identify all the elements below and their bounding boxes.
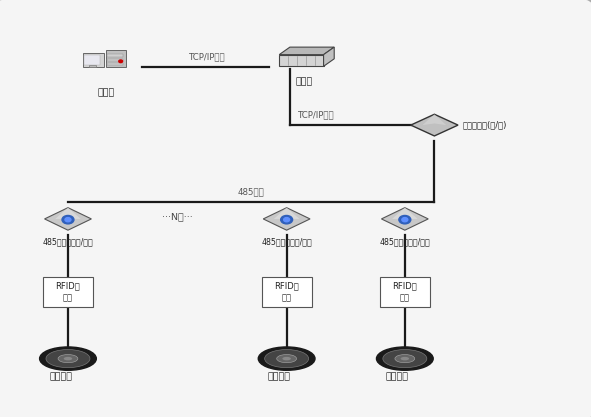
FancyBboxPatch shape: [106, 50, 126, 67]
Text: 通信转换器(收/发): 通信转换器(收/发): [462, 121, 506, 130]
Polygon shape: [55, 208, 81, 219]
Text: 485转接板（收/发）: 485转接板（收/发）: [379, 238, 430, 247]
Text: 路由器: 路由器: [296, 77, 313, 86]
FancyBboxPatch shape: [108, 63, 122, 65]
FancyBboxPatch shape: [84, 55, 100, 65]
Polygon shape: [44, 208, 92, 230]
Ellipse shape: [46, 349, 90, 368]
Ellipse shape: [58, 354, 78, 363]
Ellipse shape: [265, 349, 309, 368]
Polygon shape: [279, 47, 335, 55]
FancyBboxPatch shape: [108, 54, 122, 57]
Ellipse shape: [383, 349, 427, 368]
Polygon shape: [423, 114, 446, 125]
Circle shape: [119, 60, 122, 63]
Ellipse shape: [376, 347, 433, 370]
Text: 废旧轮胎: 废旧轮胎: [386, 372, 409, 381]
Ellipse shape: [64, 357, 72, 360]
Circle shape: [284, 218, 290, 222]
Ellipse shape: [40, 347, 96, 370]
Ellipse shape: [258, 347, 315, 370]
Ellipse shape: [282, 357, 291, 360]
Polygon shape: [381, 208, 428, 230]
Text: 485通信: 485通信: [238, 188, 265, 197]
Text: TCP/IP通信: TCP/IP通信: [189, 53, 225, 62]
Polygon shape: [279, 55, 324, 66]
FancyBboxPatch shape: [83, 53, 103, 67]
Text: 485转接板（收/发）: 485转接板（收/发）: [261, 238, 312, 247]
Text: RFID读
写器: RFID读 写器: [392, 281, 417, 302]
Text: RFID读
写器: RFID读 写器: [274, 281, 299, 302]
Ellipse shape: [277, 354, 297, 363]
Polygon shape: [263, 208, 310, 230]
Circle shape: [281, 216, 293, 224]
Text: RFID读
写器: RFID读 写器: [56, 281, 80, 302]
Ellipse shape: [401, 357, 409, 360]
Text: ···N个···: ···N个···: [162, 212, 193, 221]
Circle shape: [62, 216, 74, 224]
FancyBboxPatch shape: [89, 65, 96, 67]
Text: 485转接板（收/发）: 485转接板（收/发）: [43, 238, 93, 247]
Ellipse shape: [395, 354, 415, 363]
FancyBboxPatch shape: [380, 277, 430, 307]
Polygon shape: [392, 208, 418, 219]
FancyBboxPatch shape: [43, 277, 93, 307]
Text: 废旧轮胎: 废旧轮胎: [268, 372, 291, 381]
FancyBboxPatch shape: [108, 59, 122, 61]
Circle shape: [65, 218, 71, 222]
Polygon shape: [324, 47, 335, 66]
Text: 上位机: 上位机: [98, 89, 115, 98]
Text: 废旧轮胎: 废旧轮胎: [49, 372, 72, 381]
Polygon shape: [274, 208, 300, 219]
Polygon shape: [411, 114, 458, 136]
Circle shape: [399, 216, 411, 224]
Circle shape: [402, 218, 408, 222]
FancyBboxPatch shape: [261, 277, 312, 307]
Text: TCP/IP通信: TCP/IP通信: [298, 110, 335, 119]
